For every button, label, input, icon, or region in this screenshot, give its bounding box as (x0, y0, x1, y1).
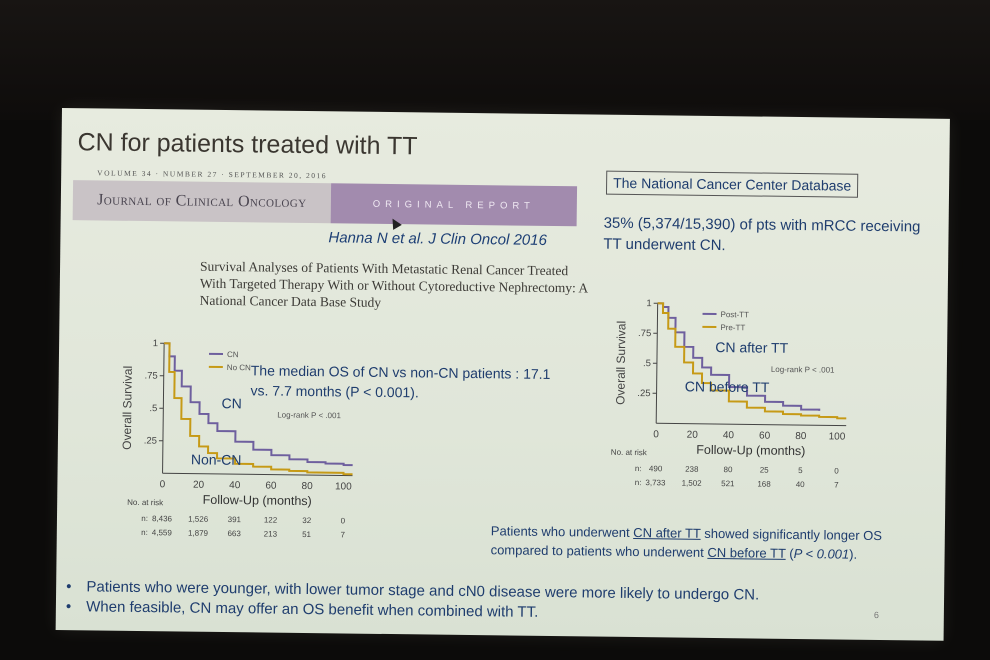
cn-rate-statement: 35% (5,374/15,390) of pts with mRCC rece… (603, 214, 921, 255)
at-risk-value: 5 (798, 466, 803, 475)
x-tick-label: 60 (759, 431, 771, 442)
at-risk-value: 0 (341, 516, 346, 525)
x-tick-label: 0 (160, 479, 166, 490)
at-risk-heading: No. at risk (127, 498, 164, 507)
at-risk-row-label: n: (141, 528, 148, 537)
room-background (0, 0, 990, 120)
key-points-list: Patients who were younger, with lower tu… (66, 578, 760, 626)
at-risk-value: 40 (796, 480, 806, 489)
x-axis-line (656, 422, 847, 427)
at-risk-value: 25 (760, 466, 770, 475)
at-risk-value: 238 (685, 465, 699, 474)
x-tick-label: 40 (723, 430, 735, 441)
study-title: Survival Analyses of Patients With Metas… (199, 258, 588, 310)
at-risk-value: 490 (649, 464, 663, 473)
at-risk-value: 80 (724, 465, 734, 474)
curve-label: CN before TT (685, 378, 770, 395)
x-tick-label: 0 (653, 429, 659, 440)
x-tick-label: 20 (687, 430, 699, 441)
at-risk-value: 3,733 (645, 478, 666, 487)
y-axis-label: Overall Survival (120, 366, 135, 450)
y-tick-label: .75 (638, 328, 651, 339)
at-risk-value: 1,879 (188, 529, 209, 538)
at-risk-value: 663 (227, 529, 241, 538)
at-risk-row-label: n: (141, 514, 148, 523)
x-axis-line (162, 472, 353, 477)
database-box: The National Cancer Center Database (605, 170, 859, 198)
x-tick-label: 100 (335, 481, 352, 492)
median-os-note: The median OS of CN vs non-CN patients :… (250, 362, 551, 401)
survival-curve-0 (657, 302, 821, 411)
survival-curve-0 (164, 342, 353, 467)
y-tick-label: .25 (637, 388, 650, 399)
conclusion-text: Patients who underwent CN after TT showe… (491, 521, 941, 564)
presentation-slide: CN for patients treated with TT VOLUME 3… (55, 108, 950, 641)
x-tick-label: 60 (265, 481, 277, 492)
survival-curve-1 (164, 342, 353, 476)
at-risk-value: 391 (228, 515, 242, 524)
cn-before-tt-phrase: CN before TT (707, 544, 786, 561)
at-risk-row-label: n: (635, 478, 642, 487)
at-risk-value: 168 (757, 480, 771, 489)
at-risk-value: 7 (834, 480, 839, 489)
curve-label: CN (221, 395, 241, 411)
at-risk-heading: No. at risk (611, 448, 648, 457)
journal-meta: VOLUME 34 · NUMBER 27 · SEPTEMBER 20, 20… (97, 168, 328, 181)
conclusion-p-value: P < 0.001 (793, 545, 850, 562)
journal-name: Journal of Clinical Oncology (72, 180, 332, 224)
at-risk-value: 0 (834, 466, 839, 475)
legend-label: No CN (227, 363, 251, 372)
at-risk-value: 32 (302, 516, 312, 525)
x-tick-label: 80 (795, 431, 807, 442)
curve-label: Non-CN (191, 451, 242, 468)
conclusion-part-1: Patients who underwent (490, 523, 634, 541)
y-tick-label: 1 (646, 298, 651, 309)
y-tick-label: .5 (643, 358, 651, 369)
x-tick-label: 80 (302, 481, 314, 492)
at-risk-value: 213 (264, 529, 278, 538)
legend-label: Post-TT (720, 310, 749, 319)
conclusion-part-3: ( (785, 545, 794, 561)
slide-number: 6 (873, 609, 879, 621)
y-tick-label: .5 (149, 403, 157, 414)
y-axis-label: Overall Survival (613, 321, 628, 405)
survival-curve-1 (657, 302, 847, 420)
report-type-label: ORIGINAL REPORT (330, 183, 578, 227)
legend-label: CN (227, 350, 239, 359)
x-tick-label: 100 (829, 431, 846, 442)
at-risk-row-label: n: (635, 464, 642, 473)
y-tick-label: .75 (144, 371, 157, 382)
y-tick-label: .25 (144, 436, 157, 447)
at-risk-value: 521 (721, 479, 735, 488)
at-risk-value: 7 (340, 530, 345, 539)
y-tick-label: 1 (153, 338, 158, 349)
x-axis-label: Follow-Up (months) (696, 443, 805, 458)
at-risk-value: 1,502 (682, 479, 703, 488)
at-risk-value: 8,436 (152, 514, 173, 523)
km-chart-cn-vs-noncn: .25 .5 .75 1 0 20 40 60 80 100 Overall Survival Fol… (120, 338, 353, 539)
logrank-annotation: Log-rank P < .001 (277, 410, 341, 420)
x-tick-label: 20 (193, 480, 205, 491)
conclusion-part-4: ). (849, 546, 858, 562)
logrank-annotation: Log-rank P < .001 (771, 365, 835, 375)
slide-title: CN for patients treated with TT (77, 128, 418, 161)
at-risk-value: 1,526 (188, 515, 209, 524)
at-risk-value: 51 (302, 530, 312, 539)
cn-after-tt-phrase: CN after TT (633, 525, 701, 541)
km-chart-post-vs-pre-tt: .25 .5 .75 1 0 20 40 60 80 100 Overall Survival Fol… (611, 298, 847, 490)
legend-label: Pre-TT (720, 323, 745, 332)
x-tick-label: 40 (229, 480, 241, 491)
x-axis-label: Follow-Up (months) (203, 493, 312, 508)
journal-header-band: Journal of Clinical Oncology ORIGINAL RE… (72, 180, 578, 227)
at-risk-value: 122 (264, 515, 278, 524)
at-risk-value: 4,559 (152, 528, 173, 537)
curve-label: CN after TT (715, 339, 789, 356)
citation: Hanna N et al. J Clin Oncol 2016 (328, 229, 547, 249)
